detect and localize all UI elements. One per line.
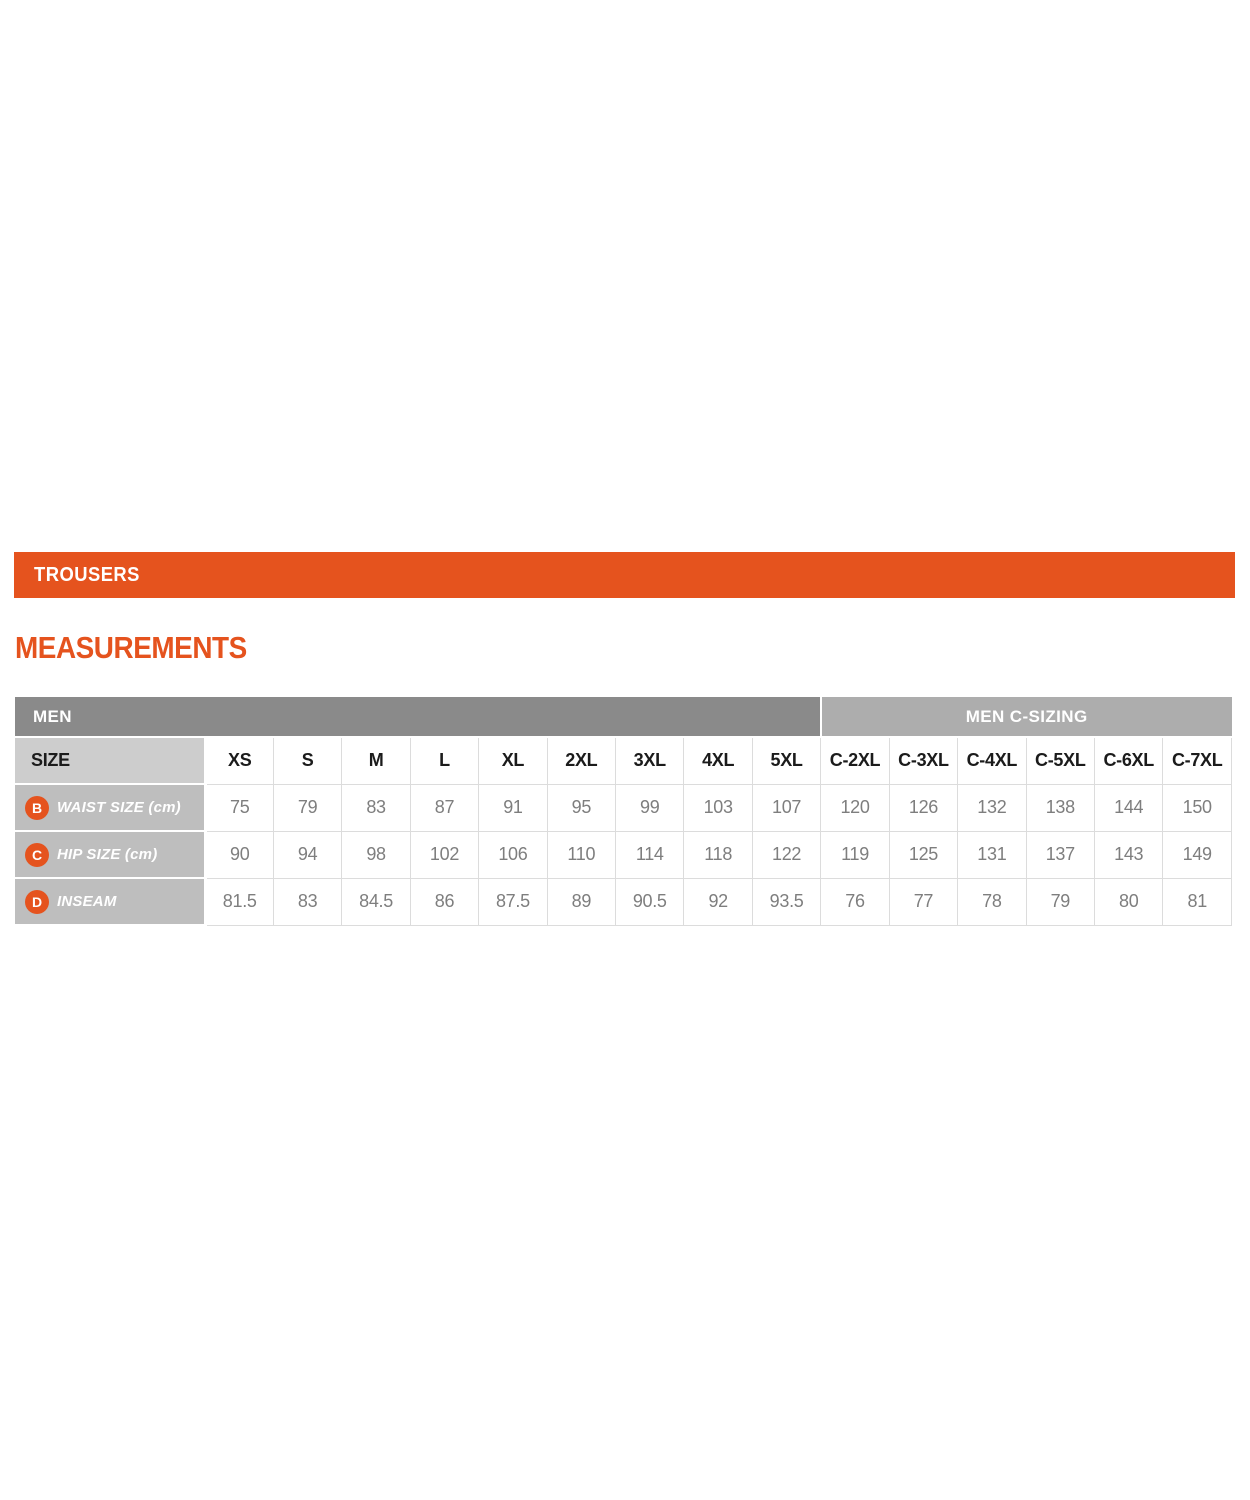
row-label-inner: C HIP SIZE (cm) [25,842,204,867]
size-column-c-2xl: C-2XL [820,736,890,785]
row-label-inner: D INSEAM [25,889,204,914]
measurement-value: 98 [341,830,411,879]
measurement-value: 83 [341,783,411,832]
measurement-value: 78 [957,877,1027,926]
measurement-value: 131 [957,830,1027,879]
row-label: B WAIST SIZE (cm) [15,784,207,832]
measurement-value: 138 [1025,783,1095,832]
measurement-value: 92 [683,877,753,926]
row-label-text: WAIST SIZE (cm) [57,799,181,816]
measurement-value: 137 [1025,830,1095,879]
group-header-csizing: MEN C-SIZING [820,697,1232,738]
size-column-4xl: 4XL [683,736,753,785]
measurement-value: 120 [820,783,890,832]
trousers-section-banner: TROUSERS [14,552,1235,598]
measurement-value: 89 [546,877,617,926]
measurement-value: 110 [546,830,617,879]
measurement-value: 106 [478,830,548,879]
measurement-value: 118 [683,830,753,879]
measurement-value: 99 [615,783,685,832]
size-column-c-7xl: C-7XL [1162,736,1232,785]
measurement-value: 149 [1162,830,1232,879]
measurement-value: 95 [546,783,617,832]
measurement-value: 87 [409,783,480,832]
measurement-badge-b: B [25,795,49,820]
banner-label: TROUSERS [34,563,140,586]
measurement-value: 84.5 [341,877,411,926]
size-column-c-5xl: C-5XL [1025,736,1095,785]
row-label: D INSEAM [15,878,207,926]
row-label: C HIP SIZE (cm) [15,831,207,879]
measurement-value: 126 [888,783,959,832]
size-header-label: SIZE [15,737,207,785]
measurements-title: MEASUREMENTS [15,630,247,665]
size-column-c-3xl: C-3XL [888,736,959,785]
row-label-text: INSEAM [57,893,117,910]
measurement-badge-c: C [25,842,49,867]
size-column-c-4xl: C-4XL [957,736,1027,785]
measurement-value: 91 [478,783,548,832]
measurement-value: 125 [888,830,959,879]
measurement-value: 87.5 [478,877,548,926]
measurement-value: 75 [204,783,274,832]
size-column-l: L [409,736,480,785]
size-column-5xl: 5XL [751,736,822,785]
measurement-value: 122 [751,830,822,879]
measurement-value: 119 [820,830,890,879]
measurement-value: 81 [1162,877,1232,926]
measurement-value: 107 [751,783,822,832]
group-header-men: MEN [15,697,822,738]
size-header-row: SIZE XS S M L XL 2XL 3XL 4XL 5XL C-2XL C-3XL C-4XL C-… [15,736,1232,785]
measurements-table: MEN MEN C-SIZING SIZE XS S M L XL 2XL 3XL 4XL 5XL C-… [15,697,1232,926]
row-label-inner: B WAIST SIZE (cm) [25,795,204,820]
measurement-value: 90.5 [615,877,685,926]
measurement-row: C HIP SIZE (cm) 90 94 98 102 106 110 114 118 122 11… [15,830,1232,879]
row-label-text: HIP SIZE (cm) [57,846,158,863]
measurement-value: 90 [204,830,274,879]
measurement-value: 81.5 [204,877,274,926]
measurement-value: 94 [272,830,343,879]
measurement-value: 150 [1162,783,1232,832]
measurement-value: 77 [888,877,959,926]
measurement-value: 76 [820,877,890,926]
measurement-value: 144 [1093,783,1164,832]
group-header-row: MEN MEN C-SIZING [15,697,1232,738]
measurement-value: 79 [1025,877,1095,926]
measurement-row: B WAIST SIZE (cm) 75 79 83 87 91 95 99 103 107 120 1… [15,783,1232,832]
size-column-xl: XL [478,736,548,785]
size-column-m: M [341,736,411,785]
measurement-value: 83 [272,877,343,926]
measurement-value: 143 [1093,830,1164,879]
measurement-badge-d: D [25,889,49,914]
size-column-s: S [272,736,343,785]
measurement-value: 132 [957,783,1027,832]
measurement-value: 103 [683,783,753,832]
measurement-value: 93.5 [751,877,822,926]
measurement-value: 80 [1093,877,1164,926]
measurement-row: D INSEAM 81.5 83 84.5 86 87.5 89 90.5 92 93.5 76 77 7… [15,877,1232,926]
size-column-c-6xl: C-6XL [1093,736,1164,785]
measurement-value: 79 [272,783,343,832]
measurement-value: 102 [409,830,480,879]
measurement-value: 86 [409,877,480,926]
size-column-3xl: 3XL [615,736,685,785]
measurement-value: 114 [615,830,685,879]
size-column-xs: XS [204,736,274,785]
size-column-2xl: 2XL [546,736,617,785]
